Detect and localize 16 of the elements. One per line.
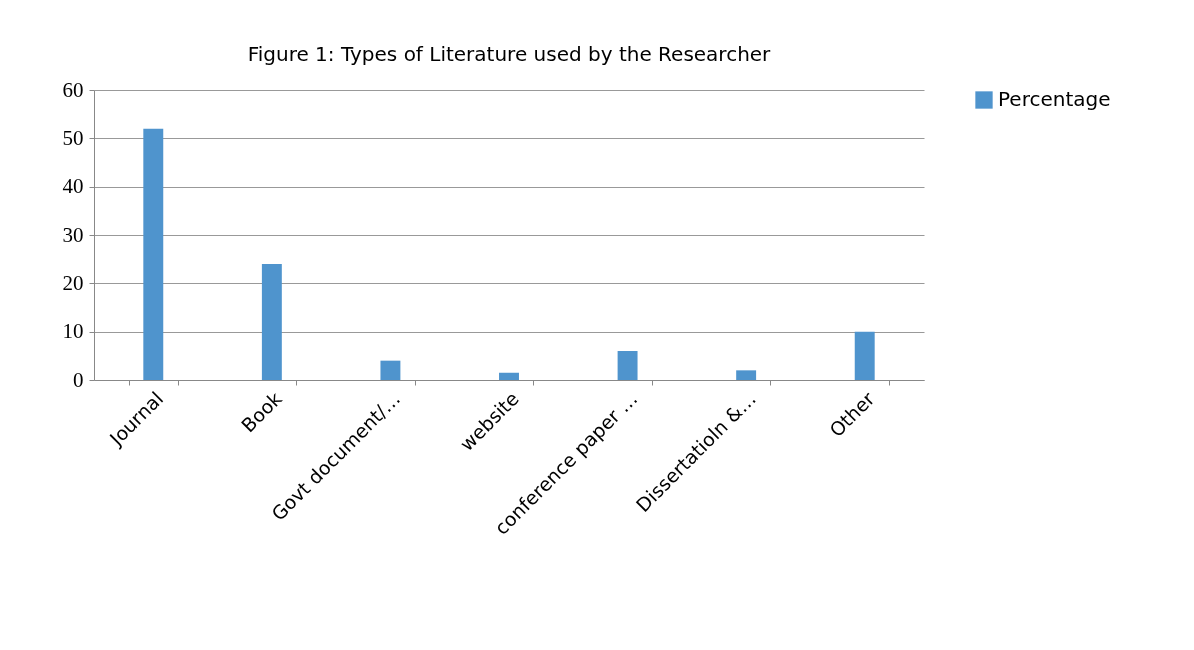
y-tick-label: 60 (62, 77, 84, 102)
bar (854, 331, 875, 380)
y-tick-label: 50 (62, 125, 84, 150)
chart-title: Figure 1: Types of Literature used by the Researcher (247, 42, 772, 66)
bar (261, 264, 282, 380)
bar (143, 128, 164, 380)
legend-label: Percentage (998, 87, 1111, 111)
y-tick-label: 10 (62, 319, 84, 344)
y-tick-label: 0 (73, 367, 84, 392)
bar (499, 372, 519, 380)
y-tick-label: 30 (62, 222, 84, 247)
bar (617, 351, 638, 380)
y-tick-label: 20 (62, 270, 84, 295)
bar (380, 360, 401, 380)
bar (736, 370, 757, 380)
y-tick-label: 40 (62, 174, 84, 199)
